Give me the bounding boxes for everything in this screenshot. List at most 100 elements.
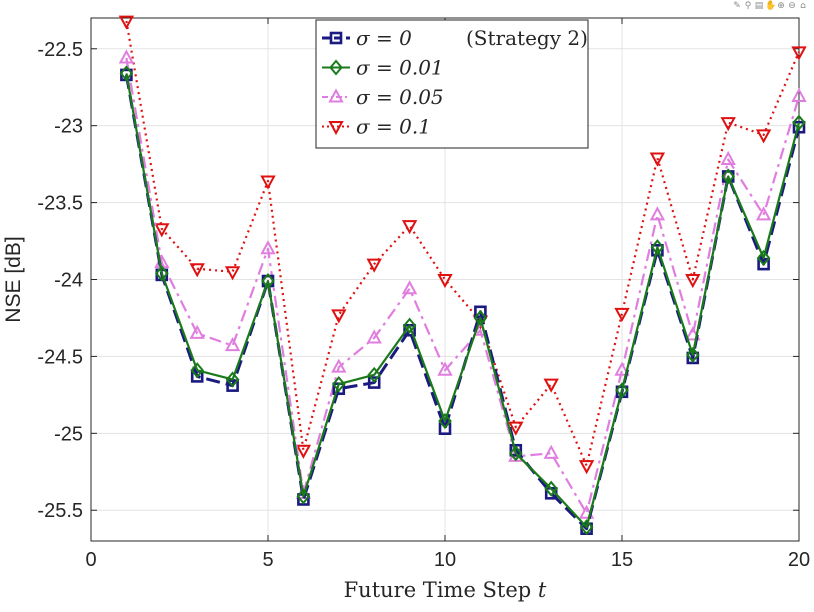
x-tick-label: 15 [611,549,633,571]
legend-item: σ = 0.05 [322,85,444,109]
series-sigma-0-1-point [720,117,736,132]
legend-label: σ = 0.01 [356,56,444,80]
y-tick-label: -25 [54,423,83,445]
series-sigma-0-point [757,257,770,271]
legend-marker-point [329,31,343,45]
series-sigma-0-point [438,422,452,436]
series-sigma-0-01-point [473,309,488,327]
x-tick-label: 10 [434,549,456,571]
series-sigma-0-1-point [578,460,595,475]
axes-toolbar: ✎ ⚲ ▤ ✋ ⊕ ⊖ ⌂ [732,1,808,11]
series-sigma-0-01-point [650,239,665,256]
y-tick-label: -24 [54,270,83,292]
legend-note: (Strategy 2) [466,26,588,50]
y-tick-label: -24.5 [37,346,83,368]
series-sigma-0-01-point [615,382,629,399]
y-tick-label: -23.5 [37,193,83,215]
series-sigma-0-01-point [331,376,346,393]
series-sigma-0-05-point [614,361,630,376]
series-sigma-0-01-line [125,73,801,529]
series-sigma-0-05-point [118,49,135,64]
series-sigma-0-1-point [543,378,559,393]
series-sigma-0-01-point [261,272,275,290]
x-axis-label: Future Time Step t [344,578,547,602]
series-sigma-0-05-point [437,361,453,376]
series-sigma-0-point [651,243,664,257]
y-tick-label: -25.5 [37,500,83,522]
legend-label-name: σ = 0.05 [356,85,444,109]
series-sigma-0-1-line [125,20,801,467]
series-sigma-0-point [190,370,204,383]
series-sigma-0-05-point [224,337,241,352]
series-sigma-0-01-point [544,480,559,497]
legend: σ = 0 (Strategy 2) σ = 0.01 σ = 0.05 σ = 0.1 [315,19,589,149]
series-sigma-0-1-point [154,223,170,238]
legend-label: σ = 0.05 [356,85,444,109]
y-tick-label: -22.5 [37,39,83,61]
series-sigma-0-05-point [720,150,736,166]
series-sigma-0-05-point [366,329,382,344]
brush-icon[interactable]: ✎ [733,1,741,11]
series-sigma-0-1-point [224,266,241,281]
series-sigma-0-1-point [366,258,382,273]
series-sigma-0-01-point [792,114,806,131]
series-sigma-0-1-point [118,15,135,30]
series-sigma-0-05-point [189,324,205,339]
series-sigma-0-05-point [543,444,559,459]
x-tick-label: 5 [262,549,273,571]
legend-marker-point [328,88,344,103]
legend-box [315,19,589,149]
series-sigma-0-01-point [721,168,736,185]
series-sigma-0-01-point [225,371,240,388]
series-sigma-0-01-point [402,317,417,334]
y-axis-label: NSE [dB] [2,236,25,322]
series-sigma-0-05-point [685,326,701,341]
series-sigma-0-05-point [791,87,807,102]
data-tip-icon[interactable]: ⚲ [744,1,752,11]
series-sigma-0-point [509,443,523,457]
series-sigma-0-1-point [508,421,524,436]
x-axis-label-text: Future Time Step [344,578,538,602]
series-sigma-0-01-point [508,445,523,462]
series-sigma-0-1-point [614,307,630,322]
x-tick-label: 20 [788,549,810,571]
legend-label-name: σ = 0.01 [356,56,444,80]
series-sigma-0-point [226,379,239,392]
legend-label-name: σ = 0.1 [356,115,431,139]
series-sigma-0-05-point [649,206,666,221]
pan-icon[interactable]: ✋ [765,1,777,11]
series-sigma-0-01-point [367,366,382,383]
series-sigma-0-1-point [437,274,453,289]
series-sigma-0-01-point [154,265,169,282]
series-sigma-0-point [474,305,487,319]
legend-icon[interactable]: ▤ [754,1,764,11]
legend-label-name: σ = 0 [356,26,412,50]
series-sigma-0-1-point [331,309,347,324]
series-sigma-0-01-point [438,412,452,430]
series-sigma-0-1-point [685,274,701,289]
zoom-in-icon[interactable]: ⊕ [777,1,785,11]
series-sigma-0-01 [119,65,806,536]
series-sigma-0-1-point [649,152,666,167]
series-sigma-0-point [367,376,381,389]
home-icon[interactable]: ⌂ [800,1,806,11]
series-sigma-0-01-point [579,519,594,536]
series-sigma-0-05-point [755,206,772,221]
series-sigma-0-05-point [401,280,418,295]
series-sigma-0-point [792,120,806,134]
series-sigma-0-1-point [791,46,807,61]
series-sigma-0-01-point [119,65,134,82]
series-sigma-0-05-point [331,358,347,373]
series-sigma-0-01-point [756,249,771,267]
series-sigma-0-01-point [190,362,205,379]
zoom-out-icon[interactable]: ⊖ [788,1,796,11]
legend-label: σ = 0 [356,26,412,50]
series-sigma-0-05-line [125,57,801,515]
series-sigma-0-1-point [260,175,276,190]
legend-item: σ = 0 (Strategy 2) [322,26,588,50]
series-sigma-0-1-point [401,220,418,235]
x-tick-label: 0 [85,549,96,571]
legend-item: σ = 0.1 [322,115,431,139]
